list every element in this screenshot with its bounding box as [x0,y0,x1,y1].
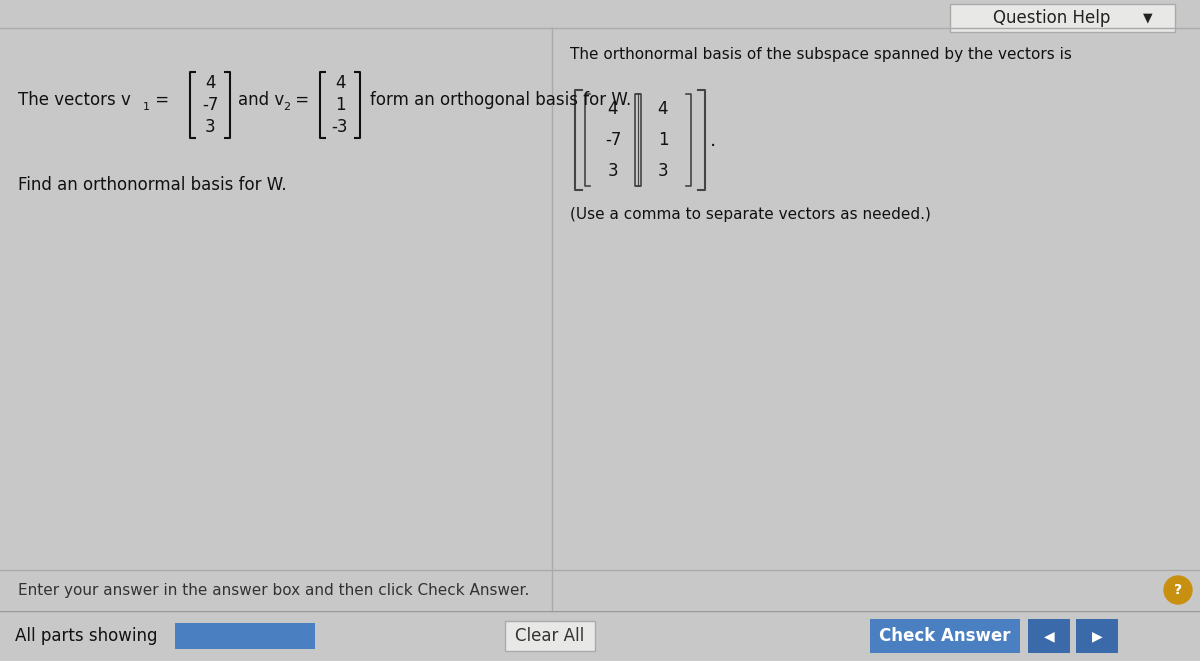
Text: =: = [290,91,310,109]
Text: All parts showing: All parts showing [14,627,157,645]
Text: Question Help: Question Help [992,9,1110,27]
Text: -7: -7 [605,131,622,149]
Text: ▼: ▼ [1144,11,1153,24]
FancyBboxPatch shape [1076,619,1118,653]
Text: .: . [710,130,716,149]
Text: 1: 1 [143,102,150,112]
FancyBboxPatch shape [505,621,595,651]
Text: -3: -3 [331,118,348,136]
FancyBboxPatch shape [870,619,1020,653]
Text: Enter your answer in the answer box and then click Check Answer.: Enter your answer in the answer box and … [18,582,529,598]
Text: 2: 2 [283,102,290,112]
Text: -7: -7 [202,96,218,114]
Text: The orthonormal basis of the subspace spanned by the vectors is: The orthonormal basis of the subspace sp… [570,48,1072,63]
Text: The vectors v: The vectors v [18,91,131,109]
Text: ?: ? [1174,583,1182,597]
Text: Clear All: Clear All [515,627,584,645]
Text: 4: 4 [658,100,668,118]
FancyBboxPatch shape [175,623,314,649]
Text: 1: 1 [335,96,346,114]
Circle shape [1164,576,1192,604]
Text: 1: 1 [658,131,668,149]
Text: ◀: ◀ [1044,629,1055,643]
Text: 4: 4 [607,100,618,118]
FancyBboxPatch shape [1028,619,1070,653]
Text: 3: 3 [607,162,618,180]
Text: 4: 4 [335,74,346,92]
Text: and v: and v [238,91,284,109]
Text: 3: 3 [205,118,215,136]
Text: form an orthogonal basis for W.: form an orthogonal basis for W. [370,91,631,109]
Text: (Use a comma to separate vectors as needed.): (Use a comma to separate vectors as need… [570,208,931,223]
Text: 4: 4 [205,74,215,92]
Text: Find an orthonormal basis for W.: Find an orthonormal basis for W. [18,176,287,194]
Text: =: = [150,91,169,109]
Text: ▶: ▶ [1092,629,1103,643]
Text: Check Answer: Check Answer [880,627,1010,645]
FancyBboxPatch shape [950,4,1175,32]
Text: 3: 3 [658,162,668,180]
